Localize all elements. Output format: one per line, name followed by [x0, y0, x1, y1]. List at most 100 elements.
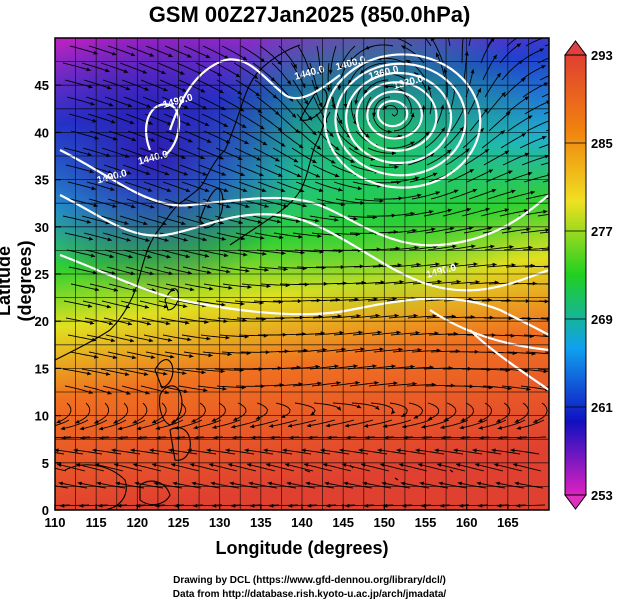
streamline-arrow	[113, 136, 118, 141]
streamline-arrow	[166, 254, 171, 259]
streamline	[431, 38, 444, 64]
map-title: GSM 00Z27Jan2025 (850.0hPa)	[148, 2, 471, 27]
y-tick-label: 10	[35, 409, 49, 424]
streamline-arrow	[338, 187, 343, 192]
streamline-arrow	[305, 481, 310, 486]
streamline	[237, 249, 267, 255]
streamline	[503, 246, 533, 251]
streamline	[145, 351, 175, 358]
streamline	[111, 449, 141, 455]
streamline-arrow	[147, 254, 152, 259]
streamline-arrow	[479, 128, 484, 133]
streamline-arrow	[293, 64, 297, 69]
streamline	[258, 266, 288, 270]
streamline-arrow	[336, 406, 341, 411]
streamline-arrow	[353, 364, 358, 369]
streamline	[124, 181, 153, 192]
streamline	[155, 504, 185, 507]
streamline-arrow	[316, 145, 322, 150]
streamline-arrow	[87, 304, 93, 308]
streamline-arrow	[511, 189, 516, 194]
streamline	[106, 266, 136, 275]
streamline-arrow	[42, 436, 46, 440]
streamline	[232, 402, 247, 421]
streamline	[459, 419, 488, 429]
streamline	[206, 449, 236, 455]
streamline	[403, 436, 433, 439]
streamline-arrow	[361, 463, 366, 467]
streamline-arrow	[286, 481, 291, 486]
streamline-arrow	[168, 448, 173, 453]
x-tick-label: 130	[209, 515, 231, 530]
streamline-arrow	[87, 152, 92, 157]
streamline	[346, 436, 376, 439]
streamline-arrow	[75, 419, 80, 424]
streamline	[279, 130, 304, 149]
streamline	[367, 298, 397, 302]
streamline	[306, 419, 336, 427]
streamline	[284, 463, 314, 472]
streamline-arrow	[317, 234, 322, 238]
streamline	[491, 449, 521, 455]
streamline-arrow	[326, 87, 331, 92]
streamline-arrow	[417, 348, 422, 352]
streamline	[385, 212, 415, 217]
streamline	[406, 383, 436, 387]
streamline-arrow	[527, 171, 533, 176]
streamline	[440, 419, 469, 429]
coastline	[164, 288, 179, 311]
streamline	[372, 113, 393, 133]
streamline-arrow	[203, 388, 208, 393]
streamline	[225, 449, 255, 455]
streamline-arrow	[143, 372, 149, 376]
streamline-arrow	[225, 448, 230, 453]
streamline-arrow	[151, 419, 157, 424]
streamline	[404, 210, 434, 217]
streamline-arrow	[226, 204, 231, 209]
streamline	[524, 265, 549, 268]
streamline-arrow	[472, 448, 477, 453]
coastline	[299, 88, 328, 121]
height-contour	[344, 71, 453, 165]
streamline-arrow	[377, 330, 382, 335]
streamline	[444, 226, 474, 234]
streamline	[311, 382, 341, 387]
streamline-arrow	[107, 85, 112, 90]
streamline	[187, 449, 217, 455]
streamline-arrow	[346, 435, 351, 440]
streamline-arrow	[490, 244, 495, 249]
streamline	[354, 198, 384, 202]
streamline	[55, 467, 67, 472]
streamline	[119, 215, 148, 225]
streamline-arrow	[358, 448, 363, 453]
streamline	[486, 264, 516, 268]
streamline-arrow	[410, 211, 415, 216]
streamline	[350, 314, 380, 319]
coastline	[64, 464, 127, 510]
streamline	[312, 315, 342, 319]
streamline-arrow	[108, 170, 113, 174]
streamline-arrow	[111, 448, 116, 453]
streamline-arrow	[452, 244, 457, 249]
streamline-arrow	[396, 330, 401, 335]
streamline-arrow	[93, 50, 98, 55]
streamline-arrow	[394, 313, 399, 318]
streamline	[123, 249, 152, 259]
streamline	[265, 463, 295, 472]
y-tick-label: 0	[42, 503, 49, 518]
streamline-arrow	[283, 267, 288, 272]
streamline-arrow	[507, 386, 512, 391]
streamline	[101, 300, 131, 309]
streamline-arrow	[550, 264, 554, 268]
streamline-arrow	[441, 127, 445, 132]
streamline-arrow	[509, 245, 514, 249]
streamline	[331, 315, 361, 319]
streamline	[218, 249, 248, 256]
streamline	[443, 68, 448, 98]
streamline	[427, 245, 457, 251]
streamline	[402, 504, 432, 507]
streamline-arrow	[497, 503, 502, 508]
streamline-arrow	[126, 170, 132, 175]
streamline-arrow	[108, 321, 114, 326]
streamline	[329, 45, 337, 75]
